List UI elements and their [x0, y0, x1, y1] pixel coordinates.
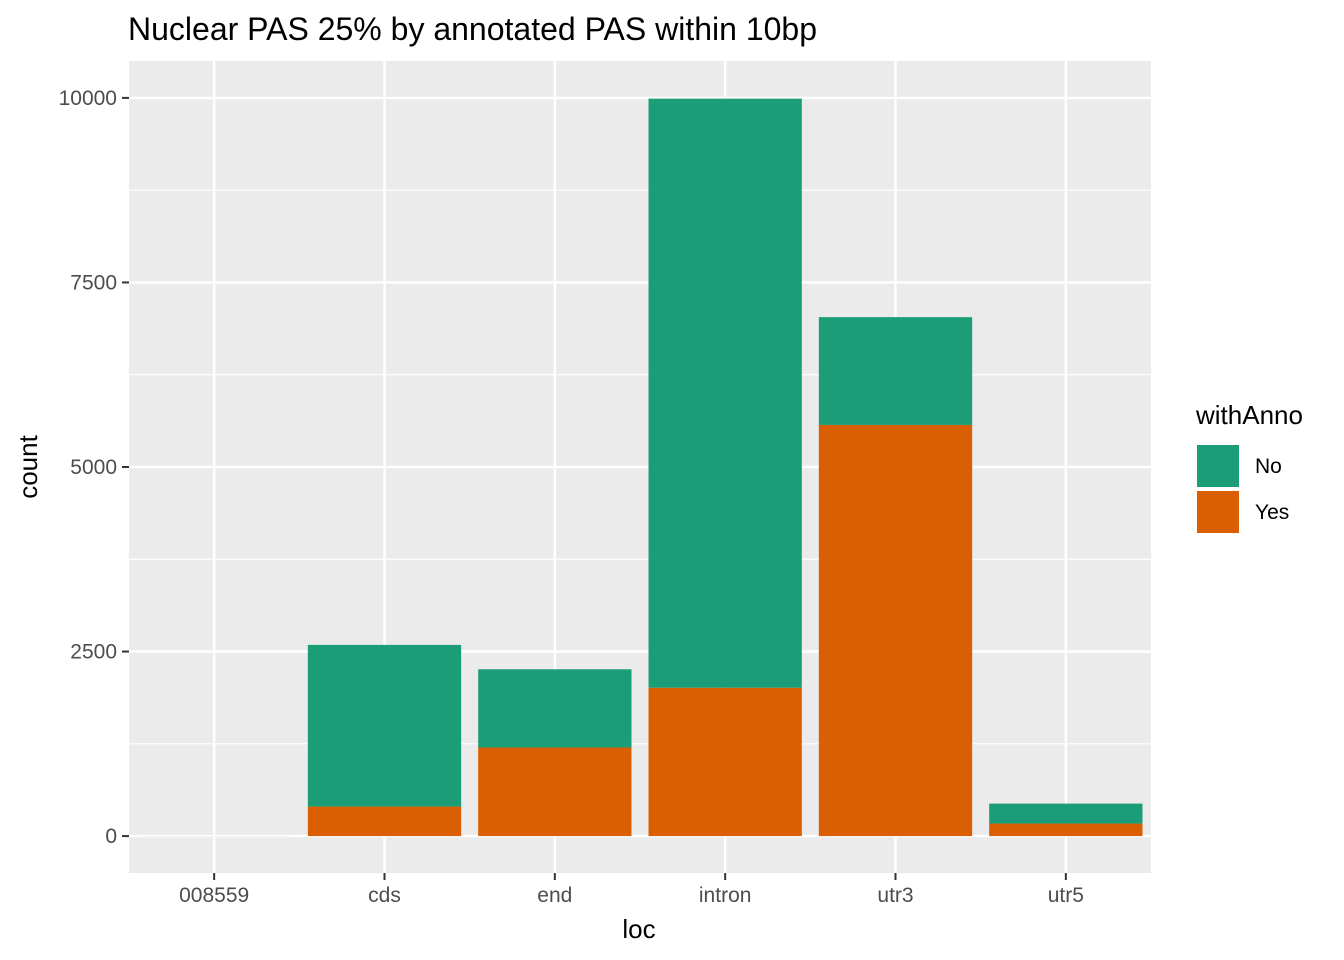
grid-minor: [129, 189, 1151, 745]
bar-no-intron: [648, 98, 802, 688]
y-tick-label: 0: [105, 825, 117, 848]
legend-label-yes: Yes: [1255, 501, 1289, 524]
bar-yes-intron: [648, 687, 802, 837]
bar-no-utr3: [818, 317, 973, 425]
y-axis: 0 2500 5000 7500 10000: [59, 87, 129, 848]
x-axis: 008559 cds end intron utr3 utr5: [179, 873, 1084, 907]
legend: withAnno No Yes: [1195, 400, 1303, 533]
x-tick-label: utr3: [877, 884, 913, 907]
y-tick-label: 2500: [70, 641, 117, 664]
legend-key-no: [1197, 445, 1239, 487]
y-tick-label: 10000: [59, 87, 117, 110]
y-tick-label: 7500: [70, 271, 117, 294]
x-axis-title: loc: [622, 914, 655, 944]
x-tick-label: end: [537, 884, 572, 907]
x-tick-label: utr5: [1048, 884, 1084, 907]
bar-yes-utr3: [818, 424, 973, 837]
y-axis-title: count: [13, 434, 43, 498]
legend-key-yes: [1197, 491, 1239, 533]
y-tick-label: 5000: [70, 456, 117, 479]
bar-no-utr5: [989, 803, 1143, 824]
chart-title: Nuclear PAS 25% by annotated PAS within …: [128, 11, 817, 47]
x-tick-label: cds: [368, 884, 401, 907]
bars: [137, 98, 1143, 837]
legend-title: withAnno: [1195, 400, 1303, 430]
bar-yes-cds: [307, 806, 462, 837]
bar-yes-utr5: [989, 823, 1143, 837]
bar-no-cds: [307, 644, 462, 807]
bar-no-end: [478, 669, 632, 748]
x-tick-label: 008559: [179, 884, 249, 907]
x-tick-label: intron: [699, 884, 752, 907]
legend-label-no: No: [1255, 455, 1282, 478]
bar-yes-end: [478, 747, 632, 837]
